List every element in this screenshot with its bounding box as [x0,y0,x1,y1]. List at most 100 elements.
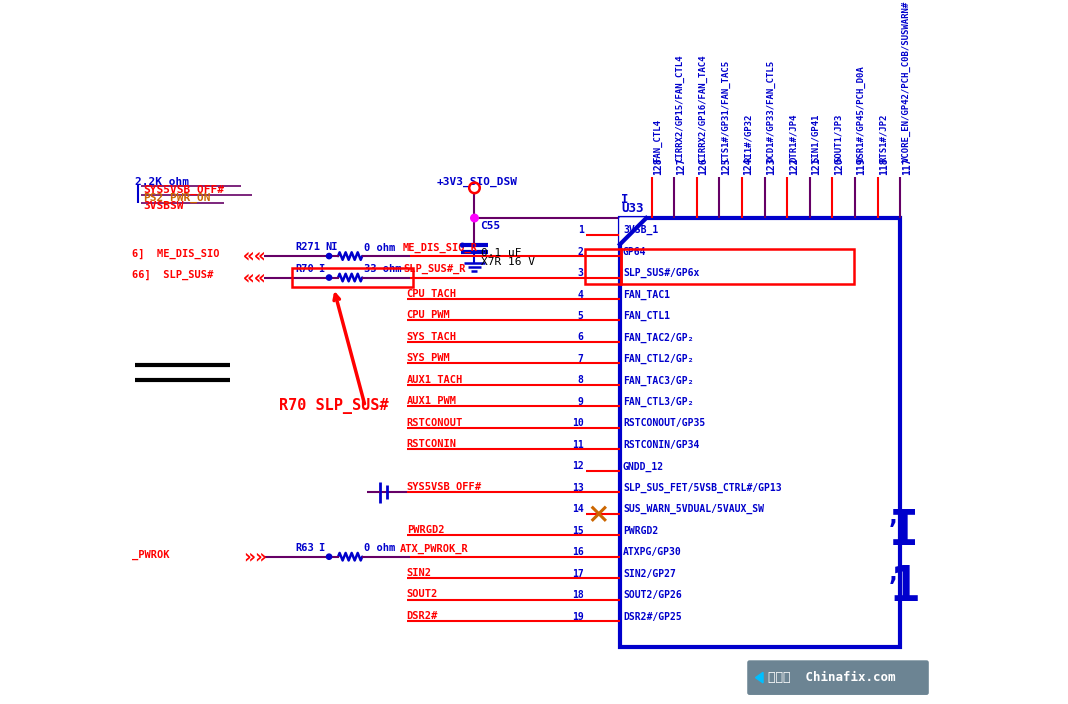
Text: 3: 3 [578,268,584,278]
Text: FAN_CTL3/GP₂: FAN_CTL3/GP₂ [623,397,693,407]
Text: 0 ohm: 0 ohm [364,543,395,553]
Text: 13: 13 [572,483,584,493]
Text: DCD1#/GP33/FAN_CTL5: DCD1#/GP33/FAN_CTL5 [766,59,775,161]
Circle shape [460,244,465,247]
Text: FAN_TAC2/GP₂: FAN_TAC2/GP₂ [623,332,693,343]
Text: NI: NI [326,242,337,252]
Text: GP64: GP64 [623,246,646,256]
Circle shape [673,371,736,434]
Text: 118: 118 [879,158,889,175]
Text: I: I [889,507,918,555]
Text: RSTCONIN: RSTCONIN [407,439,457,449]
Text: 8: 8 [578,375,584,385]
Text: 3VSB_1: 3VSB_1 [623,225,658,235]
FancyBboxPatch shape [748,660,929,695]
Text: 18: 18 [572,590,584,600]
Text: FAN_TAC1: FAN_TAC1 [623,289,670,300]
Text: 123: 123 [766,158,776,175]
Text: +3V3_SIO_DSW: +3V3_SIO_DSW [437,177,518,187]
Circle shape [327,275,332,280]
Circle shape [327,253,332,258]
Text: R271: R271 [295,242,320,252]
Text: 121: 121 [812,158,821,175]
Text: ATXPG/GP30: ATXPG/GP30 [623,547,681,557]
Bar [621,249,854,284]
Text: SYS_TACH: SYS_TACH [407,332,457,342]
Text: X7R 16 V: X7R 16 V [481,257,534,267]
Text: DSR2#: DSR2# [407,611,438,621]
Text: PS2_PWR_ON: PS2_PWR_ON [143,193,210,203]
Text: PWRGD2: PWRGD2 [407,525,444,535]
Text: 迅维网  Chinafix.com: 迅维网 Chinafix.com [768,671,896,684]
Text: DTR1#/JP4: DTR1#/JP4 [788,113,798,161]
Circle shape [327,554,332,560]
Text: »: » [244,547,255,566]
Text: 33 ohm: 33 ohm [364,264,402,275]
Text: DSR2#/GP25: DSR2#/GP25 [623,612,681,622]
Text: R63: R63 [295,543,314,553]
Text: GNDD_12: GNDD_12 [623,461,664,472]
Text: SYS5VSB_OFF#: SYS5VSB_OFF# [143,185,224,195]
Text: 3VSBSW: 3VSBSW [143,201,184,211]
Text: RSTCONOUT: RSTCONOUT [407,417,462,427]
Text: CPU_TACH: CPU_TACH [407,289,457,299]
Text: 125: 125 [721,158,731,175]
Text: »: » [254,547,266,566]
Text: SYS5VSB_OFF#: SYS5VSB_OFF# [407,482,482,492]
Text: 11: 11 [572,440,584,450]
Polygon shape [755,672,763,683]
Text: AUX1_TACH: AUX1_TACH [407,375,462,385]
Text: 12: 12 [572,461,584,471]
Text: 127: 127 [676,158,686,175]
Text: 10: 10 [572,418,584,428]
Text: R70: R70 [295,263,314,274]
Text: C55: C55 [481,221,501,232]
Text: «: « [244,246,255,265]
Text: 124: 124 [743,158,753,175]
Text: RSTCONIN/GP34: RSTCONIN/GP34 [623,440,700,450]
Text: SLP_SUS#_R: SLP_SUS#_R [403,264,466,275]
Bar [619,218,900,648]
Text: 1: 1 [889,563,918,611]
Text: FAN_CTL4: FAN_CTL4 [653,118,662,161]
Text: CPU_PWM: CPU_PWM [407,310,451,320]
Text: U33: U33 [622,202,644,215]
Text: FAN_CTL2/GP₂: FAN_CTL2/GP₂ [623,354,693,364]
Text: 9: 9 [578,397,584,407]
Text: 119: 119 [857,158,866,175]
Text: 6]  ME_DIS_SIO: 6] ME_DIS_SIO [131,249,219,259]
Text: 7: 7 [578,354,584,364]
Text: 117: 117 [901,158,912,175]
Text: 2: 2 [578,246,584,256]
Text: SLP_SUS_FET/5VSB_CTRL#/GP13: SLP_SUS_FET/5VSB_CTRL#/GP13 [623,483,782,493]
Text: RI1#/GP32: RI1#/GP32 [743,113,753,161]
Text: 2.2K ohm: 2.2K ohm [136,177,189,187]
Text: 122: 122 [788,158,799,175]
Text: SYS_PWM: SYS_PWM [407,353,451,363]
Text: 126: 126 [698,158,708,175]
Text: DSR1#/GP45/PCH_D0A: DSR1#/GP45/PCH_D0A [857,65,865,161]
Bar [293,268,412,287]
Text: CIRRX2/GP16/FAN_TAC4: CIRRX2/GP16/FAN_TAC4 [698,54,707,161]
Text: «: « [254,268,266,287]
Text: I: I [622,193,629,206]
Text: CIRRX2/GP15/FAN_CTL4: CIRRX2/GP15/FAN_CTL4 [676,54,685,161]
Text: ’: ’ [885,520,900,543]
Text: «: « [244,268,255,287]
Text: SOUT2/GP26: SOUT2/GP26 [623,590,681,600]
Text: SLP_SUS#/GP6x: SLP_SUS#/GP6x [623,268,700,278]
Text: 15: 15 [572,526,584,536]
Text: ME_DIS_SIO_R: ME_DIS_SIO_R [403,243,477,253]
Text: RSTCONOUT/GP35: RSTCONOUT/GP35 [623,418,705,428]
Text: SUS_WARN_5VDUAL/5VAUX_SW: SUS_WARN_5VDUAL/5VAUX_SW [623,504,764,515]
Text: SIN2: SIN2 [407,568,431,578]
Text: I: I [318,263,324,274]
Text: 66]  SLP_SUS#: 66] SLP_SUS# [131,270,213,280]
Text: 0 ohm: 0 ohm [364,243,395,253]
Text: 14: 14 [572,504,584,514]
Text: ATX_PWROK_R: ATX_PWROK_R [399,543,469,553]
Text: 4: 4 [578,289,584,299]
Text: SIN2/GP27: SIN2/GP27 [623,569,676,579]
Text: CTS1#/GP31/FAN_TAC5: CTS1#/GP31/FAN_TAC5 [721,59,729,161]
Text: _PWROK: _PWROK [131,549,169,560]
